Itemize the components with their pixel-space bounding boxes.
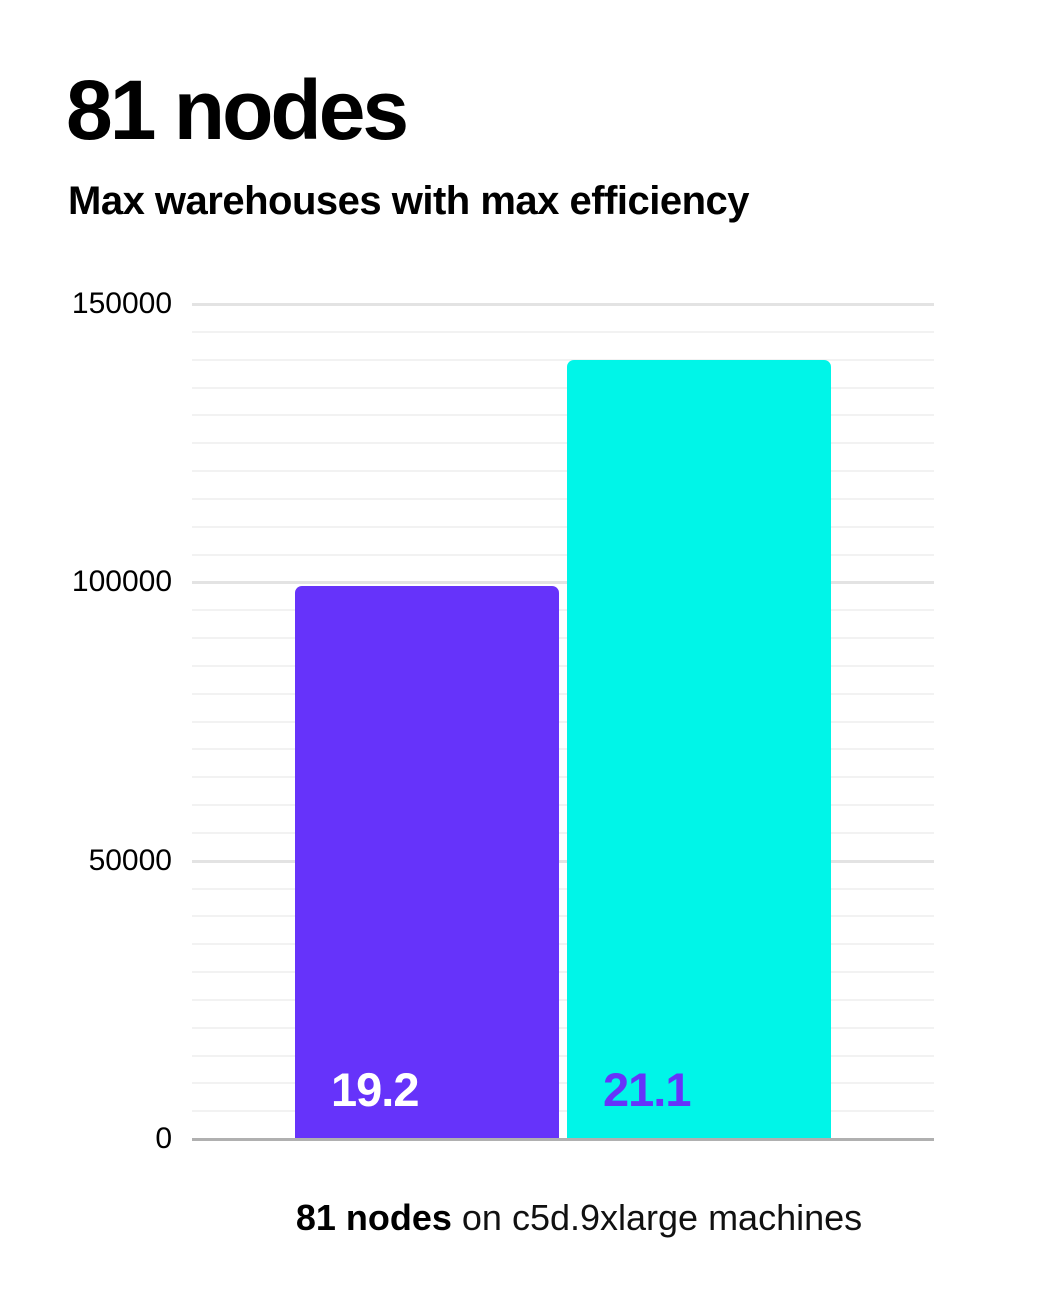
minor-gridline (192, 831, 934, 834)
minor-gridline (192, 1026, 934, 1029)
major-gridline (192, 581, 934, 585)
major-gridline (192, 303, 934, 306)
minor-gridline (192, 414, 934, 417)
y-axis-tick-label: 100000 (71, 565, 172, 599)
x-axis-line (192, 1138, 934, 1141)
bars-group: 19.2 21.1 (192, 304, 934, 1139)
minor-gridline (192, 609, 934, 612)
minor-gridline (192, 804, 934, 806)
minor-gridline (192, 497, 934, 500)
minor-gridline (192, 553, 934, 556)
bar-2: 21.1 (567, 359, 831, 1139)
minor-gridline (192, 748, 934, 751)
chart-card: 81 nodes Max warehouses with max efficie… (2, 2, 1018, 1296)
minor-gridline (192, 386, 934, 389)
minor-gridline (192, 776, 934, 779)
minor-gridline (192, 664, 934, 667)
minor-gridline (192, 637, 934, 639)
minor-gridline (192, 470, 934, 472)
major-gridline (192, 859, 934, 863)
minor-gridline (192, 442, 934, 445)
bar-chart: 0 50000 100000 150000 19.2 21.1 (72, 289, 934, 1154)
minor-gridline (192, 998, 934, 1001)
minor-gridline (192, 943, 934, 946)
caption-regular-text: on c5d.9xlarge machines (451, 1197, 863, 1238)
minor-gridline (192, 358, 934, 361)
page-subtitle: Max warehouses with max efficiency (68, 179, 750, 223)
y-axis-tick-label: 150000 (71, 287, 172, 320)
page-title: 81 nodes (66, 63, 409, 157)
minor-gridline (192, 720, 934, 723)
caption-bold-text: 81 nodes (295, 1197, 452, 1238)
bar-2-value-label: 21.1 (603, 1063, 691, 1116)
minor-gridline (192, 915, 934, 918)
y-axis-tick-label: 0 (155, 1122, 172, 1155)
minor-gridline (192, 692, 934, 695)
chart-caption: 81 nodes on c5d.9xlarge machines (208, 1199, 950, 1237)
minor-gridline (192, 887, 934, 890)
minor-gridline (192, 1082, 934, 1085)
bar-1-value-label: 19.2 (331, 1063, 419, 1116)
y-axis-tick-label: 50000 (88, 843, 172, 877)
minor-gridline (192, 971, 934, 973)
minor-gridline (192, 1054, 934, 1057)
minor-gridline (192, 525, 934, 528)
minor-gridline (192, 1110, 934, 1113)
bar-1: 19.2 (295, 585, 559, 1139)
minor-gridline (192, 330, 934, 333)
